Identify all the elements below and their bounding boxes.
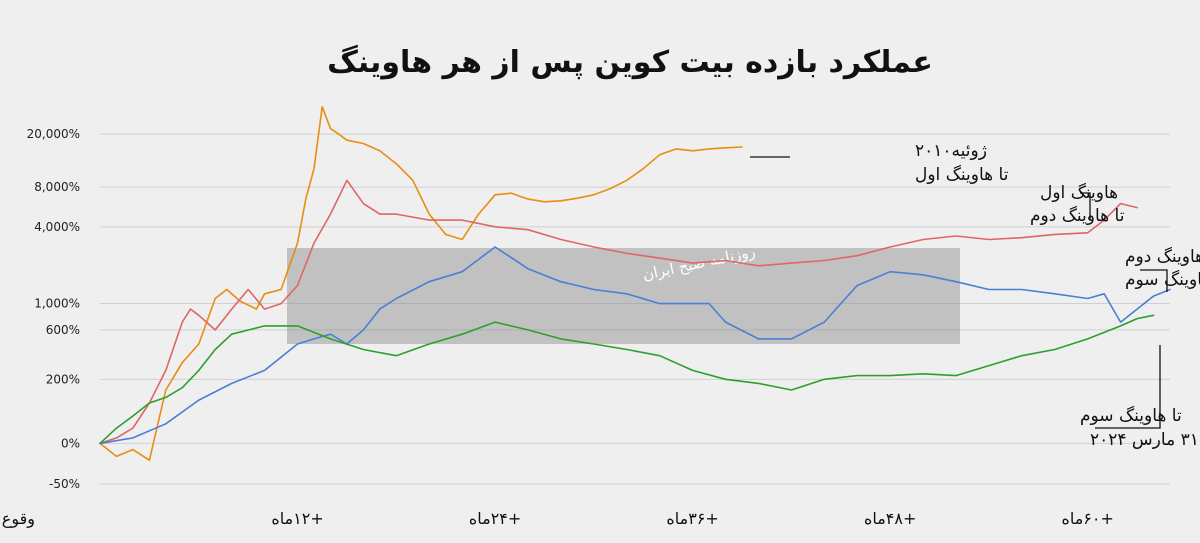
x-tick-label: +۴۸ماه bbox=[864, 509, 916, 528]
watermark-box bbox=[287, 248, 960, 344]
annotation-series-4-line-2: تا ۳۱ مارس ۲۰۲۴ bbox=[1090, 430, 1200, 450]
x-tick-label: +۱۲ماه bbox=[271, 509, 323, 528]
grid bbox=[100, 133, 1170, 485]
y-tick-label: 600% bbox=[46, 323, 80, 337]
y-tick-label: 20,000% bbox=[27, 127, 80, 141]
series-line-2 bbox=[99, 179, 1138, 445]
series-line-1 bbox=[99, 106, 743, 462]
annotation-series-3-line-1: هاوینگ دوم bbox=[1125, 246, 1200, 267]
annotation-series-2-line-1: هاوینگ اول bbox=[1040, 182, 1118, 203]
y-tick-label: 0% bbox=[61, 436, 80, 450]
series-line-3 bbox=[99, 246, 1171, 445]
y-tick-label: 8,000% bbox=[34, 180, 80, 194]
leader-line-series-2 bbox=[1080, 192, 1091, 220]
series-line-4 bbox=[99, 314, 1155, 445]
y-tick-label: 1,000% bbox=[34, 297, 80, 311]
x-tick-label: +۶۰ماه bbox=[1061, 509, 1113, 528]
annotation-series-4-line-1: تا هاوینگ سوم bbox=[1080, 405, 1182, 426]
y-tick-label: 200% bbox=[46, 372, 80, 386]
y-tick-label: 4,000% bbox=[34, 220, 80, 234]
annotation-series-3-line-2: تا هاوینگ سوم bbox=[1125, 269, 1200, 290]
leader-line-series-4 bbox=[1095, 345, 1161, 429]
annotation-series-1-line-2: تا هاوینگ اول bbox=[915, 164, 1009, 185]
x-tick-label: وقوع هاوینگ bbox=[0, 509, 35, 529]
y-tick-label: -50% bbox=[49, 477, 80, 491]
x-tick-label: +۲۴ماه bbox=[469, 509, 521, 528]
x-tick-label: +۳۶ماه bbox=[666, 509, 718, 528]
series-lines bbox=[99, 106, 1171, 462]
chart-title: عملکرد بازده بیت کوین پس از هر هاوینگ bbox=[327, 44, 933, 80]
y-axis: 20,000% 8,000% 4,000% 1,000% 600% 200% 0% -50% bbox=[27, 127, 80, 491]
annotations: ژوئیه۲۰۱۰ تا هاوینگ اول هاوینگ اول تا ها… bbox=[750, 141, 1200, 450]
leader-line-series-3 bbox=[1140, 269, 1168, 292]
x-axis: وقوع هاوینگ +۱۲ماه +۲۴ماه +۳۶ماه +۴۸ماه +۶۰ما… bbox=[0, 509, 1114, 529]
annotation-series-2-line-2: تا هاوینگ دوم bbox=[1030, 205, 1125, 226]
annotation-series-1-line-1: ژوئیه۲۰۱۰ bbox=[915, 141, 987, 161]
